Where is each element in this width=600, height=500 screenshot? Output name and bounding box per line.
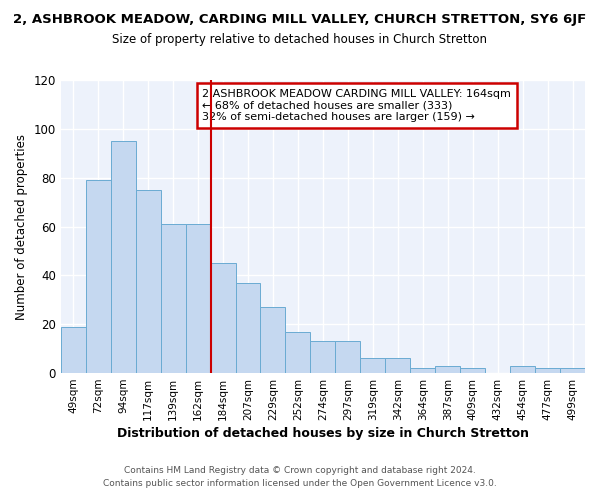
Bar [286, 332, 310, 373]
Bar [385, 358, 410, 373]
Bar [310, 342, 335, 373]
Bar [260, 307, 286, 373]
Bar [185, 224, 211, 373]
Bar [510, 366, 535, 373]
Bar [61, 326, 86, 373]
Bar [86, 180, 111, 373]
Bar [560, 368, 585, 373]
Bar [435, 366, 460, 373]
Bar [361, 358, 385, 373]
Bar [410, 368, 435, 373]
Text: Size of property relative to detached houses in Church Stretton: Size of property relative to detached ho… [113, 32, 487, 46]
Bar [111, 141, 136, 373]
Text: 2 ASHBROOK MEADOW CARDING MILL VALLEY: 164sqm
← 68% of detached houses are small: 2 ASHBROOK MEADOW CARDING MILL VALLEY: 1… [202, 89, 511, 122]
Bar [236, 282, 260, 373]
Y-axis label: Number of detached properties: Number of detached properties [15, 134, 28, 320]
Text: 2, ASHBROOK MEADOW, CARDING MILL VALLEY, CHURCH STRETTON, SY6 6JF: 2, ASHBROOK MEADOW, CARDING MILL VALLEY,… [13, 12, 587, 26]
Text: Contains HM Land Registry data © Crown copyright and database right 2024.
Contai: Contains HM Land Registry data © Crown c… [103, 466, 497, 487]
Bar [335, 342, 361, 373]
X-axis label: Distribution of detached houses by size in Church Stretton: Distribution of detached houses by size … [117, 427, 529, 440]
Bar [161, 224, 185, 373]
Bar [535, 368, 560, 373]
Bar [211, 263, 236, 373]
Bar [460, 368, 485, 373]
Bar [136, 190, 161, 373]
